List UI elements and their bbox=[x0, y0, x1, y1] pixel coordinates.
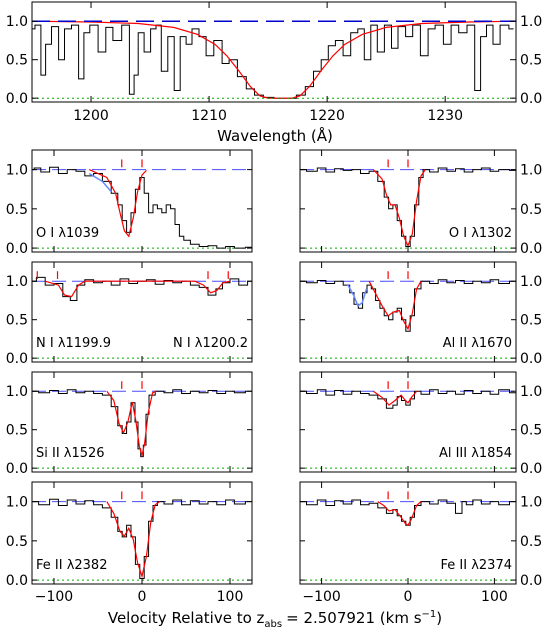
y-tick-label: 0.0 bbox=[6, 573, 28, 589]
y-tick-label: 0.5 bbox=[6, 202, 28, 218]
fit-line bbox=[377, 501, 422, 527]
ion-label: Fe II λ2374 bbox=[441, 558, 512, 573]
velocity-panel: 0.0 0.5 1.0 N I λ1199.9 N I λ1200.2 bbox=[6, 261, 253, 367]
y-tick-label: 0.5 bbox=[520, 423, 542, 439]
ion-label: Si II λ1526 bbox=[36, 446, 105, 461]
flux-line bbox=[300, 279, 516, 332]
y-tick-label: 1.0 bbox=[6, 384, 28, 400]
x-tick-label: 100 bbox=[217, 589, 244, 605]
lyman-alpha-panel: 1200 1210 1220 1230 0.0 0.0 0.5 0.5 1.0 1.0 bbox=[6, 1, 542, 124]
flux-line bbox=[300, 499, 516, 526]
y-tick-label: 0.5 bbox=[6, 423, 28, 439]
y-tick-label-right: 0.0 bbox=[520, 91, 542, 107]
velocity-panel: 0.0 0.5 1.0 O I λ1039 bbox=[6, 149, 253, 257]
fit-line bbox=[372, 169, 426, 248]
y-tick-label-right: 0.5 bbox=[520, 53, 542, 69]
velocity-axis-title: Velocity Relative to zabs = 2.507921 (km … bbox=[108, 609, 442, 629]
velocity-axis-title-sup: −1 bbox=[422, 609, 437, 620]
y-tick-label-left: 0.0 bbox=[6, 91, 28, 107]
y-tick-label: 1.0 bbox=[520, 384, 542, 400]
y-tick-label: 0.0 bbox=[6, 461, 28, 477]
ion-label: Al II λ1670 bbox=[443, 336, 512, 351]
x-tick-label: 1210 bbox=[191, 108, 227, 124]
y-tick-label: 1.0 bbox=[6, 274, 28, 290]
flux-line bbox=[32, 389, 252, 458]
ion-label: O I λ1039 bbox=[36, 226, 99, 241]
fit-line bbox=[373, 390, 418, 406]
x-tick-label: 1220 bbox=[309, 108, 345, 124]
fit-line bbox=[106, 390, 157, 458]
velocity-panel: 0.0 0.5 1.0 Al III λ1854 bbox=[299, 371, 542, 477]
wavelength-axis-title: Wavelength (Å) bbox=[217, 126, 333, 145]
y-tick-label: 1.0 bbox=[520, 274, 542, 290]
velocity-axis-title-close: ) bbox=[436, 609, 442, 627]
dla-fit-line bbox=[31, 20, 517, 99]
y-tick-label: 0.0 bbox=[520, 573, 542, 589]
ion-label: Al III λ1854 bbox=[439, 446, 512, 461]
y-tick-label: 0.0 bbox=[520, 461, 542, 477]
y-tick-label-left: 0.5 bbox=[6, 53, 28, 69]
y-tick-label: 1.0 bbox=[520, 163, 542, 179]
blend-fit-line bbox=[88, 172, 112, 193]
velocity-axis-title-value: = 2.507921 (km s bbox=[286, 609, 422, 627]
flux-line bbox=[300, 389, 516, 409]
x-tick-label: 100 bbox=[481, 589, 508, 605]
y-tick-label-left: 1.0 bbox=[6, 14, 28, 30]
velocity-panel: −100 0 100 0.0 0.5 1.0 Fe II λ2374 bbox=[299, 481, 542, 605]
fit-line bbox=[88, 169, 147, 238]
x-tick-label: 0 bbox=[404, 589, 413, 605]
ion-label: N I λ1199.9 bbox=[36, 336, 111, 351]
flux-line bbox=[32, 498, 252, 579]
blend-fit-line bbox=[346, 283, 368, 307]
y-tick-label-right: 1.0 bbox=[520, 14, 542, 30]
top-frame bbox=[31, 1, 517, 103]
x-tick-label: 1200 bbox=[73, 108, 109, 124]
ion-label: N I λ1200.2 bbox=[173, 336, 248, 351]
ion-label: O I λ1302 bbox=[449, 226, 512, 241]
y-tick-label: 0.0 bbox=[520, 241, 542, 257]
fit-line bbox=[368, 280, 422, 331]
velocity-axis-title-main: Velocity Relative to z bbox=[108, 609, 265, 627]
y-tick-label: 1.0 bbox=[520, 495, 542, 511]
y-tick-label: 0.5 bbox=[520, 313, 542, 329]
y-tick-label: 0.5 bbox=[6, 534, 28, 550]
ion-label: Fe II λ2382 bbox=[36, 558, 107, 573]
y-tick-label: 0.0 bbox=[6, 351, 28, 367]
velocity-panel: 0.0 0.5 1.0 Si II λ1526 bbox=[6, 371, 253, 477]
y-tick-label: 0.5 bbox=[6, 313, 28, 329]
flux-line bbox=[32, 24, 514, 99]
x-tick-label: −100 bbox=[302, 589, 340, 605]
y-tick-label: 1.0 bbox=[6, 163, 28, 179]
y-tick-label: 1.0 bbox=[6, 495, 28, 511]
fit-line bbox=[45, 280, 231, 298]
y-tick-label: 0.0 bbox=[6, 241, 28, 257]
flux-line bbox=[32, 166, 252, 249]
velocity-panel: 0.0 0.5 1.0 O I λ1302 bbox=[299, 149, 542, 257]
x-tick-label: 1230 bbox=[427, 108, 463, 124]
y-tick-label: 0.5 bbox=[520, 202, 542, 218]
velocity-axis-title-sub: abs bbox=[264, 619, 282, 629]
x-tick-label: 0 bbox=[138, 589, 147, 605]
y-tick-label: 0.0 bbox=[520, 351, 542, 367]
velocity-panel: −100 0 100 0.0 0.5 1.0 Fe II λ2382 bbox=[6, 481, 253, 605]
y-tick-label: 0.5 bbox=[520, 534, 542, 550]
fit-line bbox=[106, 501, 160, 579]
x-tick-label: −100 bbox=[35, 589, 73, 605]
velocity-panel: 0.0 0.5 1.0 Al II λ1670 bbox=[299, 261, 542, 367]
